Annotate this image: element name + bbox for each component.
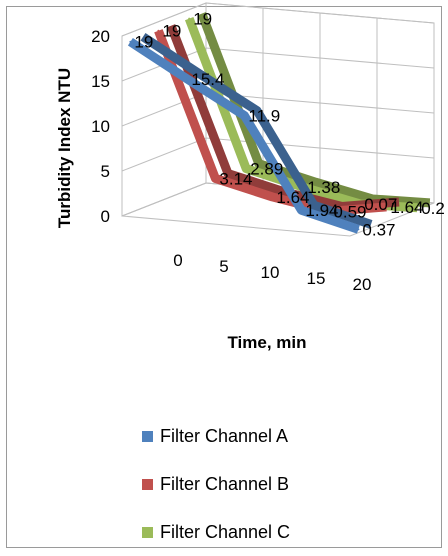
data-label-2-2: 1.38 xyxy=(307,178,340,197)
x-axis-label: Time, min xyxy=(227,333,306,352)
legend-item-b[interactable]: Filter Channel B xyxy=(142,460,290,508)
legend-swatch-b xyxy=(142,478,153,490)
chart-legend: Filter Channel A Filter Channel B Filter… xyxy=(142,412,290,556)
data-label-0-4: 0.37 xyxy=(362,220,395,239)
legend-swatch-c xyxy=(142,526,153,538)
x-tick-label-0: 0 xyxy=(173,251,182,270)
data-point-1-1 xyxy=(214,177,217,180)
x-tick-label-3: 15 xyxy=(307,269,326,288)
data-point-2-1 xyxy=(245,167,248,170)
x-axis-ticks: 0 5 10 15 20 xyxy=(173,251,371,294)
y-tick-label-2: 10 xyxy=(91,117,110,136)
chart-frame xyxy=(6,6,442,548)
legend-label-c: Filter Channel C xyxy=(160,521,291,542)
data-point-2-0 xyxy=(188,17,191,20)
y-tick-label-3: 15 xyxy=(91,72,110,91)
y-axis-label: Turbidity Index NTU xyxy=(55,68,74,228)
data-point-0-4 xyxy=(357,228,360,231)
data-label-2-4: 0.2 xyxy=(421,199,445,218)
data-point-0-0 xyxy=(129,40,132,43)
data-label-1-3: 0.59 xyxy=(333,202,366,221)
data-label-0-0: 19 xyxy=(134,33,153,52)
legend-swatch-a xyxy=(142,430,153,442)
y-axis-ticks: 0 5 10 15 20 xyxy=(91,27,110,226)
chart-series-lines xyxy=(127,12,431,234)
data-label-2-3: 0.07 xyxy=(364,195,397,214)
data-point-0-3 xyxy=(300,209,303,212)
data-point-1-0 xyxy=(157,29,160,32)
legend-label-b: Filter Channel B xyxy=(160,473,290,494)
data-label-2-1: 2.89 xyxy=(250,160,283,179)
x-tick-label-4: 20 xyxy=(353,275,372,294)
y-tick-label-1: 5 xyxy=(101,162,110,181)
data-label-0-3: 1.94 xyxy=(305,201,338,220)
series-ribbon-shadow-0 xyxy=(140,32,373,229)
data-label-1-4: 1.64 xyxy=(390,198,423,217)
data-label-2-0: 19 xyxy=(193,10,212,29)
y-tick-label-0: 0 xyxy=(101,207,110,226)
data-label-0-1: 15.4 xyxy=(191,70,224,89)
data-label-1-1: 3.14 xyxy=(219,169,252,188)
legend-item-a[interactable]: Filter Channel A xyxy=(142,412,290,460)
data-label-0-2: 11.9 xyxy=(248,107,280,126)
data-point-0-2 xyxy=(243,114,246,117)
data-label-1-2: 1.64 xyxy=(276,188,309,207)
data-point-2-4 xyxy=(416,206,419,209)
x-tick-label-2: 10 xyxy=(261,263,280,282)
data-point-1-2 xyxy=(271,195,274,198)
data-point-1-4 xyxy=(385,205,388,208)
data-point-0-1 xyxy=(186,78,189,81)
legend-label-a: Filter Channel A xyxy=(160,425,289,446)
data-label-1-0: 19 xyxy=(162,22,181,41)
x-tick-label-1: 5 xyxy=(219,257,228,276)
legend-item-c[interactable]: Filter Channel C xyxy=(142,508,290,556)
chart-data-labels: 19 2.89 1.38 0.07 0.2 19 3.14 1.64 0.59 1.64 19 15.… xyxy=(134,10,444,240)
y-tick-label-4: 20 xyxy=(91,27,110,46)
